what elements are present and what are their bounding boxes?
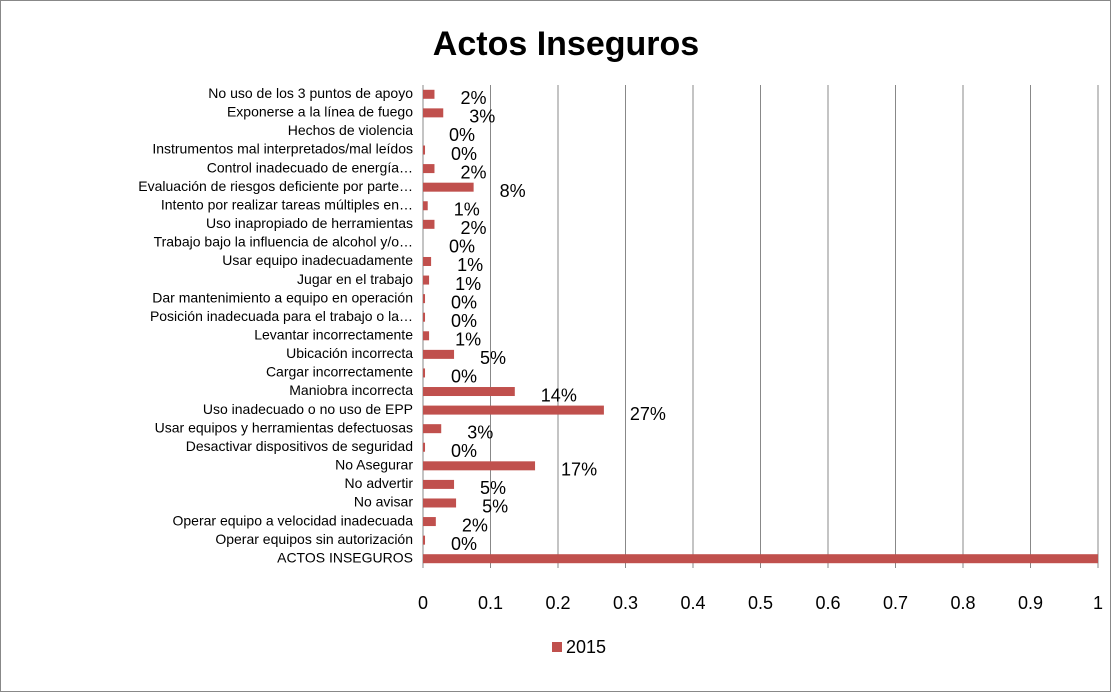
x-tick-label: 0.2 (545, 593, 570, 613)
bar (423, 479, 455, 489)
y-tick-label: Hechos de violencia (288, 122, 414, 138)
bar (423, 164, 435, 174)
data-label: 8% (500, 181, 526, 201)
x-tick-label: 0.1 (478, 593, 503, 613)
y-tick-label: Uso inadecuado o no uso de EPP (203, 401, 413, 417)
bar (423, 256, 432, 266)
y-tick-label: Usar equipos y herramientas defectuosas (155, 419, 413, 435)
data-label: 0% (451, 311, 477, 331)
x-tick-label: 0.4 (680, 593, 705, 613)
data-label: 2% (462, 515, 488, 535)
y-tick-label: Jugar en el trabajo (297, 271, 413, 287)
y-tick-label: No advertir (345, 475, 414, 491)
data-label: 0% (451, 367, 477, 387)
y-tick-label: Evaluación de riesgos deficiente por par… (138, 178, 413, 194)
data-label: 27% (630, 404, 666, 424)
data-label: 5% (480, 478, 506, 498)
y-tick-label: Intento por realizar tareas múltiples en… (161, 196, 413, 212)
y-tick-label: Operar equipos sin autorización (215, 531, 413, 547)
x-tick-label: 0.3 (613, 593, 638, 613)
data-label: 14% (541, 385, 577, 405)
y-tick-label: Levantar incorrectamente (254, 326, 413, 342)
bar (423, 535, 426, 545)
y-tick-label: Uso inapropiado de herramientas (206, 215, 413, 231)
y-tick-label: Dar mantenimiento a equipo en operación (152, 289, 413, 305)
data-label: 5% (482, 497, 508, 517)
y-tick-label: Instrumentos mal interpretados/mal leído… (152, 141, 413, 157)
data-label: 17% (561, 460, 597, 480)
data-label: 0% (449, 125, 475, 145)
bar (423, 498, 457, 508)
y-tick-label: Desactivar dispositivos de seguridad (186, 438, 413, 454)
x-tick-label: 0.7 (883, 593, 908, 613)
y-tick-label: Ubicación incorrecta (286, 345, 413, 361)
x-tick-label: 1 (1093, 593, 1103, 613)
data-label: 1% (455, 330, 481, 350)
y-tick-label: No uso de los 3 puntos de apoyo (208, 85, 413, 101)
data-label: 0% (449, 237, 475, 257)
x-tick-label: 0.9 (1018, 593, 1043, 613)
y-tick-label: Maniobra incorrecta (289, 382, 413, 398)
bar (423, 108, 444, 118)
data-label: 1% (455, 274, 481, 294)
y-tick-label: No Asegurar (335, 457, 413, 473)
data-label: 0% (451, 441, 477, 461)
bar (423, 405, 604, 415)
y-tick-label: Usar equipo inadecuadamente (222, 252, 413, 268)
bar (423, 554, 1098, 564)
data-label: 3% (469, 107, 495, 127)
data-label: 1% (457, 255, 483, 275)
y-tick-label: No avisar (354, 494, 413, 510)
bar (423, 182, 474, 192)
data-label: 0% (451, 292, 477, 312)
bar (423, 331, 430, 341)
data-label: 1% (454, 200, 480, 220)
data-label: 0% (451, 534, 477, 554)
bar (423, 294, 426, 304)
bar (423, 275, 430, 285)
x-tick-label: 0.8 (950, 593, 975, 613)
x-tick-label: 0 (418, 593, 428, 613)
y-tick-label: Trabajo bajo la influencia de alcohol y/… (154, 234, 413, 250)
bar (423, 312, 426, 322)
y-tick-label: Posición inadecuada para el trabajo o la… (150, 308, 413, 324)
y-tick-label: Exponerse a la línea de fuego (227, 104, 413, 120)
bar (423, 461, 536, 471)
data-label: 2% (460, 88, 486, 108)
data-label: 2% (460, 162, 486, 182)
chart-title: Actos Inseguros (433, 25, 699, 63)
x-tick-label: 0.6 (815, 593, 840, 613)
bar (423, 89, 435, 99)
bar (423, 145, 426, 155)
x-tick-label: 0.5 (748, 593, 773, 613)
y-tick-label: Control inadecuado de energía… (207, 159, 413, 175)
legend-label: 2015 (566, 637, 606, 657)
y-tick-label: ACTOS INSEGUROS (277, 549, 413, 565)
bar (423, 349, 455, 359)
bar (423, 424, 442, 434)
y-tick-label: Operar equipo a velocidad inadecuada (172, 512, 413, 528)
data-label: 0% (451, 144, 477, 164)
data-label: 2% (460, 218, 486, 238)
bar (423, 201, 428, 211)
bar (423, 442, 426, 452)
bar (423, 219, 435, 229)
bar (423, 368, 426, 378)
legend-swatch (552, 642, 562, 652)
bar (423, 517, 436, 527)
data-label: 3% (467, 422, 493, 442)
bar (423, 387, 515, 397)
data-label: 5% (480, 348, 506, 368)
y-tick-label: Cargar incorrectamente (266, 364, 413, 380)
